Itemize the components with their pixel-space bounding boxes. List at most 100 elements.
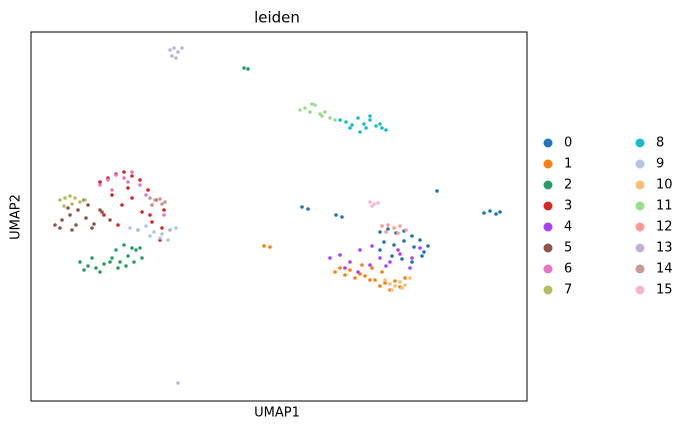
point (396, 231, 400, 235)
point (122, 243, 126, 247)
point (262, 244, 266, 248)
point (378, 256, 382, 260)
point (98, 208, 102, 212)
point (378, 248, 382, 252)
point (70, 202, 74, 206)
point (348, 260, 352, 264)
point (380, 224, 384, 228)
point (364, 126, 368, 130)
legend-label: 5 (564, 241, 572, 256)
point (398, 252, 402, 256)
point (418, 238, 422, 242)
point (116, 223, 120, 227)
point (110, 188, 114, 192)
point (340, 215, 344, 219)
point (158, 236, 162, 240)
point (140, 210, 144, 214)
point (358, 248, 362, 252)
point (98, 180, 102, 184)
point (410, 256, 414, 260)
point (74, 223, 78, 227)
point (310, 102, 314, 106)
legend-marker (543, 201, 553, 211)
point (242, 66, 246, 70)
point (176, 381, 180, 385)
point (382, 240, 386, 244)
point (53, 223, 57, 227)
point (162, 208, 166, 212)
point (370, 244, 374, 248)
point (343, 266, 347, 270)
legend-label: 9 (656, 157, 664, 172)
point (140, 256, 144, 260)
legend-marker (635, 180, 645, 190)
point (268, 245, 272, 249)
point (378, 284, 382, 288)
legend-marker (543, 264, 553, 274)
point (102, 262, 106, 266)
point (118, 260, 122, 264)
point (168, 48, 172, 52)
point (410, 234, 414, 238)
points (53, 46, 502, 385)
point (435, 189, 439, 193)
point (384, 230, 388, 234)
point (62, 204, 66, 208)
point (360, 263, 364, 267)
point (422, 250, 426, 254)
point (328, 256, 332, 260)
point (393, 284, 397, 288)
point (144, 193, 148, 197)
point (124, 264, 128, 268)
legend-label: 12 (656, 220, 673, 235)
point (386, 227, 390, 231)
point (482, 211, 486, 215)
point (348, 126, 352, 130)
point (82, 268, 86, 272)
legend-label: 7 (564, 283, 572, 298)
point (174, 56, 178, 60)
point (383, 278, 387, 282)
legend-label: 4 (564, 220, 572, 235)
point (58, 198, 62, 202)
point (338, 266, 342, 270)
point (102, 213, 106, 217)
point (400, 286, 404, 290)
point (60, 218, 64, 222)
legend-label: 11 (656, 199, 673, 214)
point (174, 226, 178, 230)
point (152, 230, 156, 234)
point (108, 260, 112, 264)
point (94, 266, 98, 270)
point (384, 128, 388, 132)
point (138, 246, 142, 250)
point (398, 280, 402, 284)
point (353, 276, 357, 280)
point (380, 126, 384, 130)
point (356, 270, 360, 274)
legend-label: 14 (656, 262, 673, 277)
point (333, 118, 337, 122)
point (126, 254, 130, 258)
legend-marker (543, 138, 553, 148)
point (378, 122, 382, 126)
point (73, 196, 77, 200)
point (90, 226, 94, 230)
point (370, 266, 374, 270)
legend-marker (635, 201, 645, 211)
legend-marker (635, 138, 645, 148)
point (122, 176, 126, 180)
legend-label: 10 (656, 178, 673, 193)
point (403, 283, 407, 287)
legend-label: 3 (564, 199, 572, 214)
point (338, 118, 342, 122)
point (162, 213, 166, 217)
point (384, 264, 388, 268)
point (110, 193, 114, 197)
legend-marker (543, 159, 553, 169)
point (160, 232, 164, 236)
point (148, 196, 152, 200)
point (58, 226, 62, 230)
point (176, 50, 180, 54)
legend-marker (635, 159, 645, 169)
